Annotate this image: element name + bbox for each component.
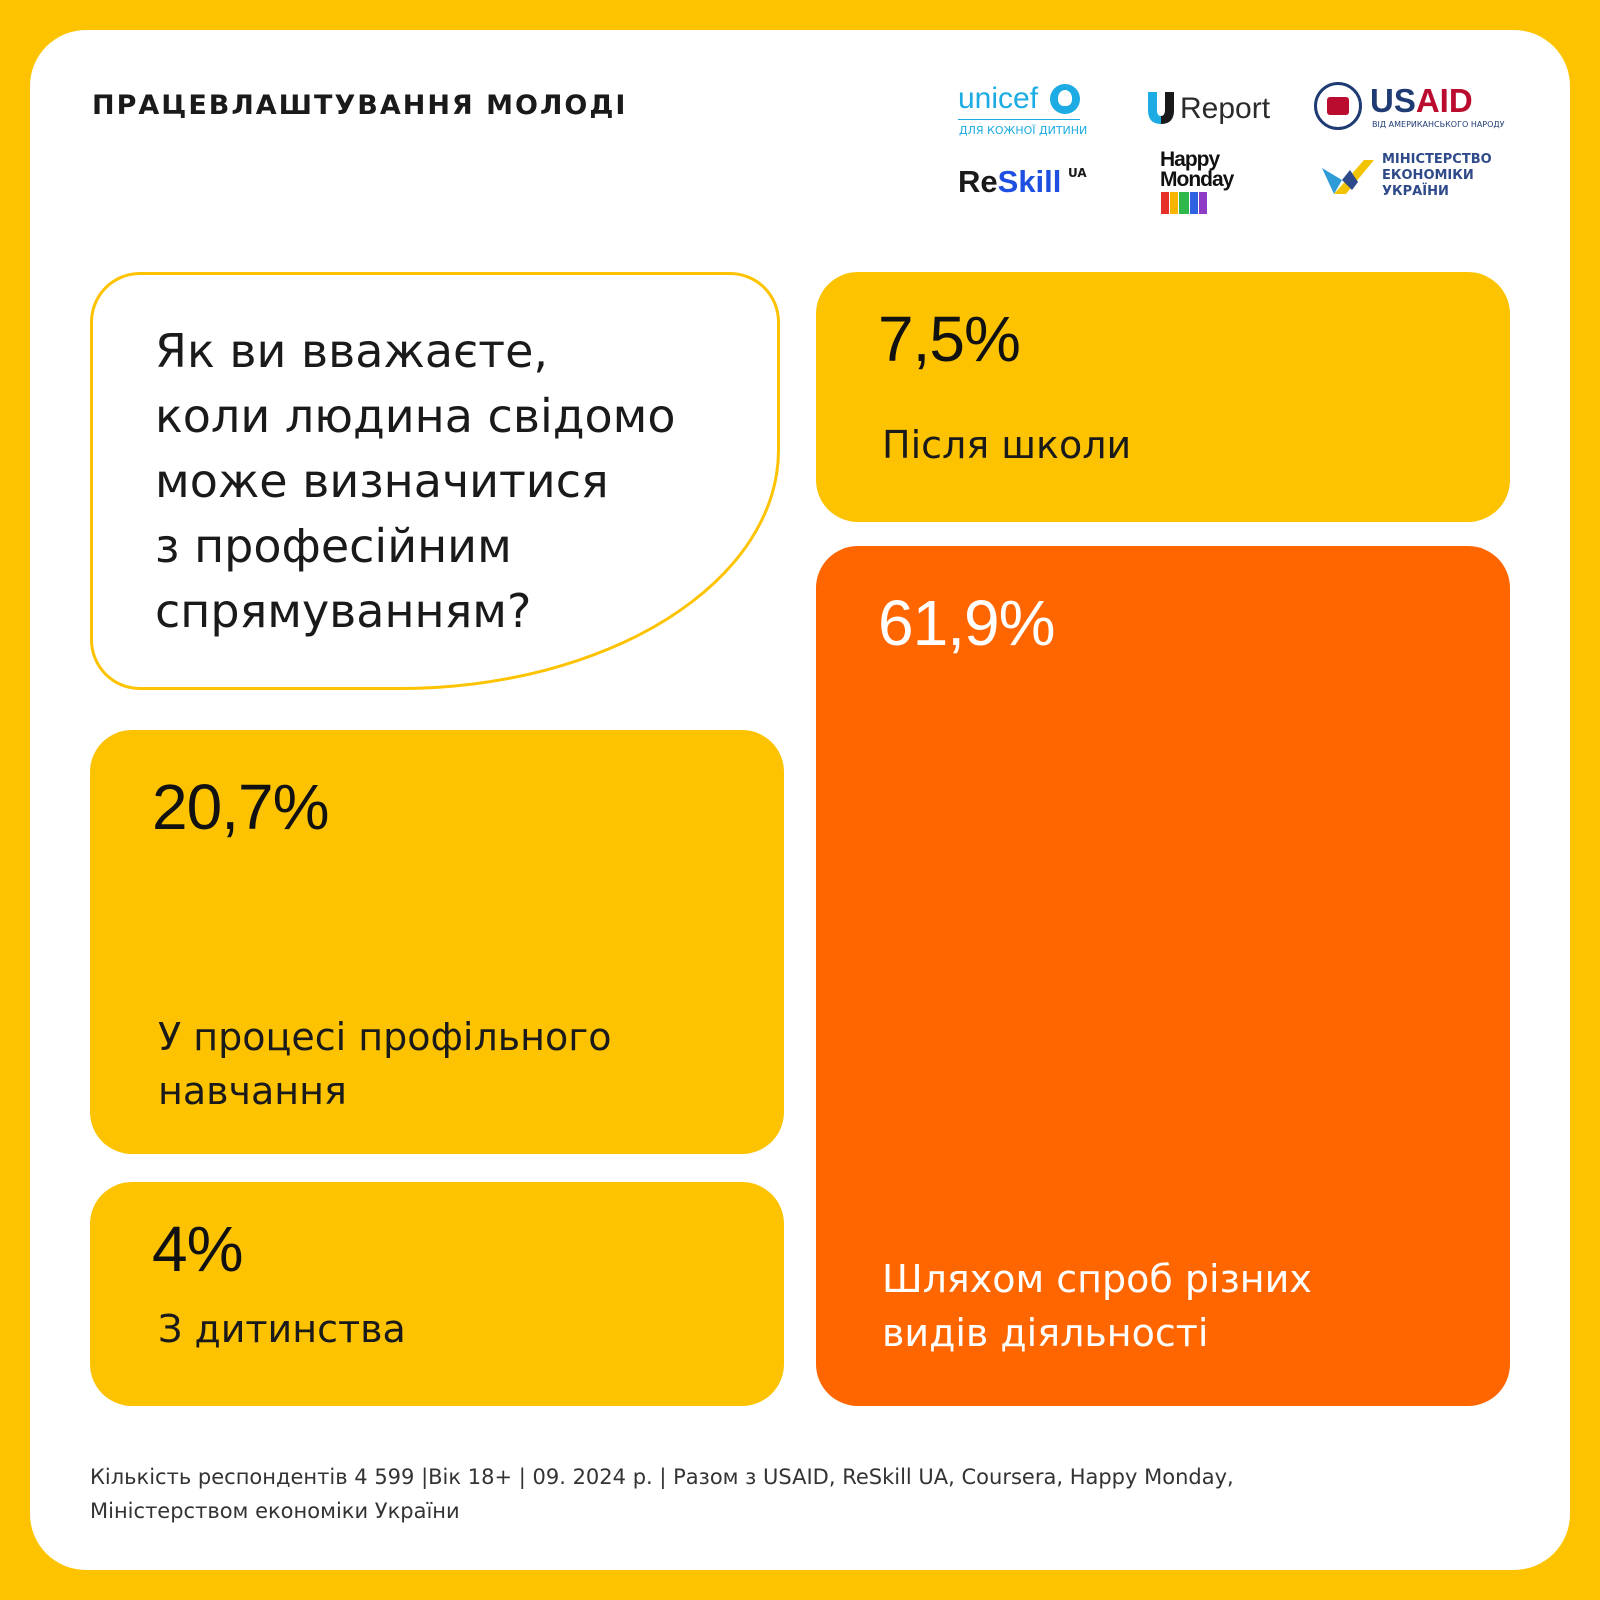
ureport-u-icon	[1148, 92, 1174, 124]
answer-value: 4%	[152, 1213, 243, 1285]
ministry-check-icon	[1322, 160, 1374, 194]
answer-tile-after-school: 7,5% Після школи	[816, 272, 1510, 522]
answer-value: 20,7%	[152, 771, 329, 843]
answer-label: У процесі профільного навчання	[158, 1015, 612, 1113]
ureport-logo: Report	[1146, 88, 1296, 128]
usaid-wordmark: USAID	[1370, 82, 1473, 119]
happy-monday-logo: Happy Monday	[1160, 148, 1260, 220]
reskill-superscript: UA	[1068, 166, 1087, 180]
ministry-economy-logo: МІНІСТЕРСТВО ЕКОНОМІКИ УКРАЇНИ	[1320, 152, 1510, 208]
page-title: ПРАЦЕВЛАШТУВАННЯ МОЛОДІ	[92, 90, 628, 121]
answer-value: 61,9%	[878, 587, 1055, 659]
unicef-emblem-icon	[1050, 84, 1080, 114]
answer-value: 7,5%	[878, 303, 1021, 375]
answer-label: З дитинства	[158, 1307, 406, 1351]
unicef-tagline: ДЛЯ КОЖНОЇ ДИТИНИ	[959, 124, 1088, 137]
unicef-divider	[958, 119, 1080, 120]
answer-label: Після школи	[882, 423, 1132, 467]
happy-monday-wordmark: Happy Monday	[1160, 148, 1234, 191]
unicef-wordmark: unicef	[958, 82, 1039, 115]
survey-footnote: Кількість респондентів 4 599 |Вік 18+ | …	[90, 1465, 1234, 1523]
happy-monday-stripes-icon	[1161, 192, 1207, 214]
usaid-tagline: ВІД АМЕРИКАНСЬКОГО НАРОДУ	[1372, 120, 1505, 129]
question-box: Як ви вважаєте, коли людина свідомо може в…	[90, 272, 780, 690]
answer-tile-profile-study: 20,7% У процесі профільного навчання	[90, 730, 784, 1154]
usaid-logo: USAID ВІД АМЕРИКАНСЬКОГО НАРОДУ	[1314, 80, 1505, 136]
answer-label: Шляхом спроб різних видів діяльності	[882, 1257, 1312, 1355]
answer-tile-childhood: 4% З дитинства	[90, 1182, 784, 1406]
ministry-wordmark: МІНІСТЕРСТВО ЕКОНОМІКИ УКРАЇНИ	[1382, 152, 1492, 199]
ureport-wordmark: Report	[1180, 92, 1271, 125]
usaid-seal-icon	[1314, 82, 1362, 130]
question-text: Як ви вважаєте, коли людина свідомо може в…	[155, 324, 676, 638]
answer-tile-trials: 61,9% Шляхом спроб різних видів діяльност…	[816, 546, 1510, 1406]
reskill-logo: ReSkill UA	[958, 164, 1108, 204]
reskill-wordmark: ReSkill	[958, 164, 1062, 199]
unicef-logo: unicef ДЛЯ КОЖНОЇ ДИТИНИ	[958, 82, 1098, 142]
